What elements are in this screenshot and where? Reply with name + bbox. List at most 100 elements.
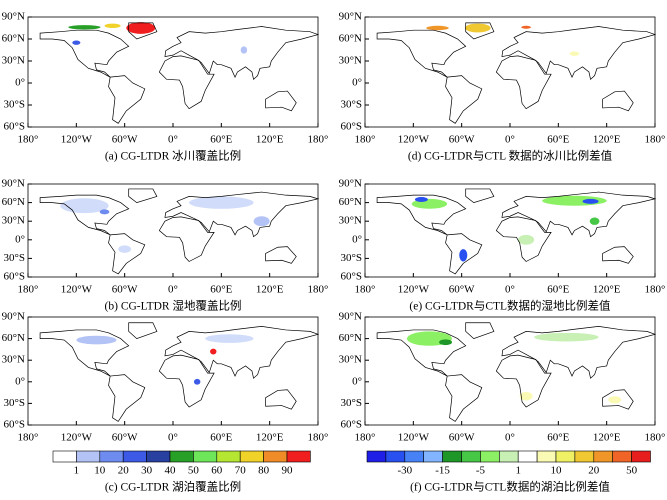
colorbar-label: 80 (258, 465, 270, 477)
coastline (164, 326, 320, 379)
color-box (239, 450, 264, 463)
field-patch (193, 378, 201, 385)
field-patch (589, 217, 600, 225)
lon-label: 120°W (61, 284, 93, 296)
map-panel: 180° 120°W 60°W 0° 60°E 120°E 180° 90°N 60°N 30°N… (2, 178, 329, 313)
map-frame (28, 184, 318, 277)
coastline (158, 55, 215, 110)
colorbar-label: 10 (94, 465, 106, 477)
field-patch (519, 391, 533, 401)
lat-label: 90°N (2, 311, 25, 323)
lat-label: 30°S (340, 252, 362, 264)
lon-label: 60°E (547, 134, 569, 146)
lon-label: 180° (645, 284, 666, 296)
lon-label: 180° (308, 284, 329, 296)
lat-label: 30°S (340, 99, 362, 111)
coastline (495, 55, 552, 110)
color-box (169, 450, 194, 463)
map-panel: 180° 120°W 60°W 0° 60°E 120°E 180° 90°N 60°N 30°N… (339, 11, 666, 163)
lat-label: 0° (352, 77, 362, 89)
field-patch (459, 249, 468, 262)
lat-label: 90°N (2, 11, 25, 23)
lat-label: 30°S (3, 99, 25, 111)
lat-label: 30°N (339, 215, 362, 227)
coastline (108, 233, 146, 275)
field-patch (518, 234, 535, 245)
color-box (442, 450, 462, 463)
color-box (122, 450, 147, 463)
coastline (128, 322, 158, 339)
lat-label: 30°N (339, 354, 362, 366)
lat-label: 90°N (339, 11, 362, 23)
lon-label: 60°W (449, 134, 475, 146)
coastline (602, 246, 634, 264)
coastline (501, 26, 657, 80)
colorbar-label: 40 (165, 465, 177, 477)
colorbar: 1 10 20 30 40 50 60 70 80 90 (52, 450, 311, 477)
colorbar-label: -15 (435, 465, 450, 477)
lat-label: 30°N (2, 55, 25, 67)
color-box (146, 450, 171, 463)
colorbar-label: 70 (235, 465, 247, 477)
lon-label: 0° (168, 134, 178, 146)
field-patch (426, 25, 449, 31)
lon-label: 0° (168, 432, 178, 444)
lon-label: 120°W (61, 134, 93, 146)
lon-label: 180° (18, 432, 39, 444)
lat-label: 60°S (3, 271, 25, 283)
panel-caption: (d) CG-LTDR与CTL 数据的冰川比例差值 (408, 149, 613, 163)
field-patch (99, 209, 110, 215)
color-box (216, 450, 241, 463)
lat-label: 90°N (2, 178, 25, 190)
lat-label: 60°N (2, 33, 25, 45)
lon-label: 180° (355, 134, 376, 146)
color-box (385, 450, 406, 463)
color-box (612, 450, 632, 463)
color-box (52, 450, 77, 463)
lat-label: 0° (15, 77, 25, 89)
lat-label: 60°S (340, 271, 362, 283)
lon-label: 0° (505, 432, 515, 444)
lon-label: 180° (308, 134, 329, 146)
field-patch (439, 339, 452, 346)
map-frame (28, 317, 318, 425)
coastline (128, 188, 158, 203)
lon-label: 60°E (210, 432, 232, 444)
panel-caption: (f) CG-LTDR与CTL数据的湖泊比例差值 (410, 480, 610, 494)
coastline (465, 322, 495, 339)
lat-label: 30°S (3, 397, 25, 409)
colorbar-label: 1 (74, 465, 80, 477)
color-box (423, 450, 443, 463)
lon-label: 60°W (112, 134, 138, 146)
coastline (376, 329, 467, 377)
color-box (193, 450, 218, 463)
colorbar-label: 10 (551, 465, 563, 477)
field-patch (118, 245, 132, 253)
coastline (465, 188, 495, 203)
colorbar-label: 20 (118, 465, 130, 477)
lat-label: 30°S (3, 252, 25, 264)
color-box (404, 450, 424, 463)
field-patch (569, 51, 580, 56)
color-box (480, 450, 500, 463)
field-patch (582, 198, 599, 204)
colorbar-label: -30 (397, 465, 412, 477)
coastline (602, 90, 634, 112)
coastline (39, 194, 130, 236)
color-box (461, 450, 481, 463)
field-patch (521, 25, 531, 29)
lon-label: 60°E (210, 284, 232, 296)
lon-label: 120°W (398, 432, 430, 444)
field-patch (189, 196, 254, 209)
lat-label: 30°N (2, 215, 25, 227)
field-patch (253, 216, 270, 227)
coastline (445, 374, 483, 422)
field-patch (104, 23, 121, 28)
lon-label: 180° (645, 432, 666, 444)
panel-caption: (e) CG-LTDR与CTL数据的湿地比例差值 (409, 299, 611, 313)
lon-label: 60°E (210, 134, 232, 146)
map-panel: 180° 120°W 60°W 0° 60°E 120°E 180° 90°N 60°N 30°N… (339, 178, 666, 313)
lat-label: 30°N (339, 55, 362, 67)
lat-label: 60°S (340, 419, 362, 431)
